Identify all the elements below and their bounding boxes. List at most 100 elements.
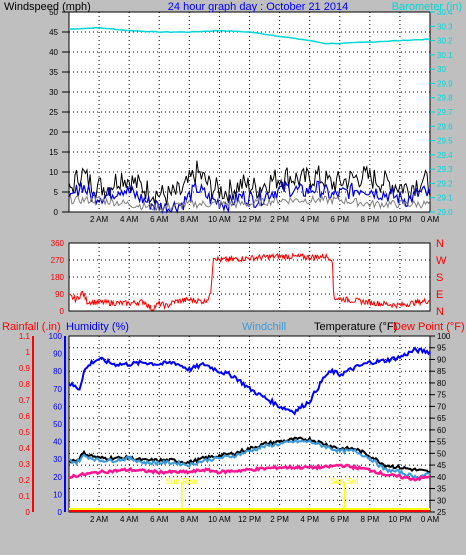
temperature-tick: 80 (437, 379, 446, 388)
rainfall-tick: 0 (26, 508, 31, 517)
humidity-tick: 70 (53, 385, 62, 394)
humidity-line (68, 346, 431, 416)
windchill-line (68, 438, 431, 480)
x-tick-label: 2 PM (270, 215, 289, 224)
humidity-tick: 100 (49, 332, 63, 341)
temperature-tick: 45 (437, 461, 446, 470)
barometer-tick: 30.2 (437, 37, 453, 46)
windspeed-tick: 5 (54, 188, 59, 197)
windspeed-tick: 25 (49, 108, 58, 117)
x-tick-label: 6 AM (150, 515, 169, 524)
windspeed-tick: 15 (49, 148, 58, 157)
rainfall-tick: 0.9 (19, 364, 31, 373)
direction-tick: 360 (51, 239, 65, 248)
x-tick-label: 6 PM (330, 215, 349, 224)
barometer-tick: 30.1 (437, 51, 453, 60)
temperature-tick: 95 (437, 344, 446, 353)
x-tick-label: 8 PM (360, 215, 379, 224)
x-tick-label: 8 AM (180, 515, 199, 524)
temperature-tick: 100 (437, 332, 451, 341)
x-tick-label: 10 AM (208, 515, 231, 524)
x-tick-label: 8 PM (360, 515, 379, 524)
barometer-tick: 30.4 (437, 8, 453, 17)
x-tick-label: 6 AM (150, 215, 169, 224)
sunrise-label: Sun Rise (166, 477, 199, 486)
x-tick-label: 10 AM (208, 215, 231, 224)
compass-tick: S (436, 272, 443, 284)
barometer-tick: 29.2 (437, 179, 453, 188)
humidity-tick: 50 (53, 420, 62, 429)
rainfall-axis-label: Rainfall (.in) (2, 321, 61, 333)
x-tick-label: 4 PM (300, 215, 319, 224)
humidity-tick: 30 (53, 455, 62, 464)
dew-point-line (68, 463, 431, 482)
barometer-tick: 29.7 (437, 108, 453, 117)
temperature-axis-label: Temperature (°F) (314, 321, 397, 333)
compass-tick: W (436, 255, 447, 267)
x-tick-label: 4 PM (300, 515, 319, 524)
rainfall-tick: 0.5 (19, 428, 31, 437)
x-tick-label: 12 PM (238, 515, 261, 524)
barometer-axis-label: Barometer (in) (392, 1, 462, 13)
wind-line (68, 180, 431, 215)
temperature-tick: 50 (437, 449, 446, 458)
rainfall-tick: 0.1 (19, 492, 31, 501)
barometer-tick: 29.8 (437, 94, 453, 103)
direction-tick: 90 (55, 290, 64, 299)
temperature-tick: 40 (437, 473, 446, 482)
rainfall-tick: 1 (26, 348, 31, 357)
humidity-tick: 10 (53, 490, 62, 499)
temperature-tick: 75 (437, 391, 446, 400)
temperature-tick: 65 (437, 414, 446, 423)
rainfall-tick: 0.4 (19, 444, 31, 453)
humidity-tick: 40 (53, 438, 62, 447)
barometer-tick: 30.3 (437, 22, 453, 31)
x-tick-label: 0 AM (421, 215, 440, 224)
compass-tick: N (436, 238, 444, 250)
temperature-tick: 85 (437, 367, 446, 376)
temperature-tick: 35 (437, 485, 446, 494)
dewpoint-axis-label: Dew Point (°F) (393, 321, 465, 333)
rainfall-tick: 0.8 (19, 380, 31, 389)
x-tick-label: 0 AM (421, 515, 440, 524)
x-tick-label: 8 AM (180, 215, 199, 224)
rainfall-tick: 1.1 (19, 332, 31, 341)
barometer-tick: 29.0 (437, 208, 453, 217)
rainfall-tick: 0.3 (19, 460, 31, 469)
windspeed-tick: 0 (54, 208, 59, 217)
humidity-axis-label: Humidity (%) (66, 321, 129, 333)
x-tick-label: 2 PM (270, 515, 289, 524)
humidity-tick: 90 (53, 350, 62, 359)
direction-tick: 0 (60, 307, 65, 316)
windspeed-tick: 20 (49, 128, 58, 137)
compass-tick: N (436, 306, 444, 318)
direction-tick: 270 (51, 256, 65, 265)
temperature-tick: 25 (437, 508, 446, 517)
windchill-label: Windchill (242, 321, 286, 333)
windspeed-tick: 45 (49, 28, 58, 37)
barometer-tick: 29.9 (437, 79, 453, 88)
windspeed-tick: 30 (49, 88, 58, 97)
compass-tick: E (436, 289, 443, 301)
barometer-tick: 29.1 (437, 194, 453, 203)
temperature-tick: 55 (437, 438, 446, 447)
chart-title: 24 hour graph day : October 21 2014 (168, 1, 348, 13)
direction-tick: 180 (51, 273, 65, 282)
humidity-tick: 80 (53, 367, 62, 376)
x-tick-label: 12 PM (238, 215, 261, 224)
barometer-tick: 29.6 (437, 122, 453, 131)
x-tick-label: 10 PM (388, 215, 411, 224)
temperature-tick: 30 (437, 496, 446, 505)
windspeed-tick: 35 (49, 68, 58, 77)
humidity-tick: 0 (58, 508, 63, 517)
windspeed-tick: 40 (49, 48, 58, 57)
x-tick-label: 2 AM (90, 215, 109, 224)
x-tick-label: 4 AM (120, 515, 139, 524)
rainfall-tick: 0.7 (19, 396, 31, 405)
windspeed-tick: 10 (49, 168, 58, 177)
windspeed-axis-label: Windspeed (mph) (4, 1, 91, 13)
x-tick-label: 6 PM (330, 515, 349, 524)
barometer-tick: 29.5 (437, 137, 453, 146)
sunset-label: Sun Set (330, 477, 359, 486)
